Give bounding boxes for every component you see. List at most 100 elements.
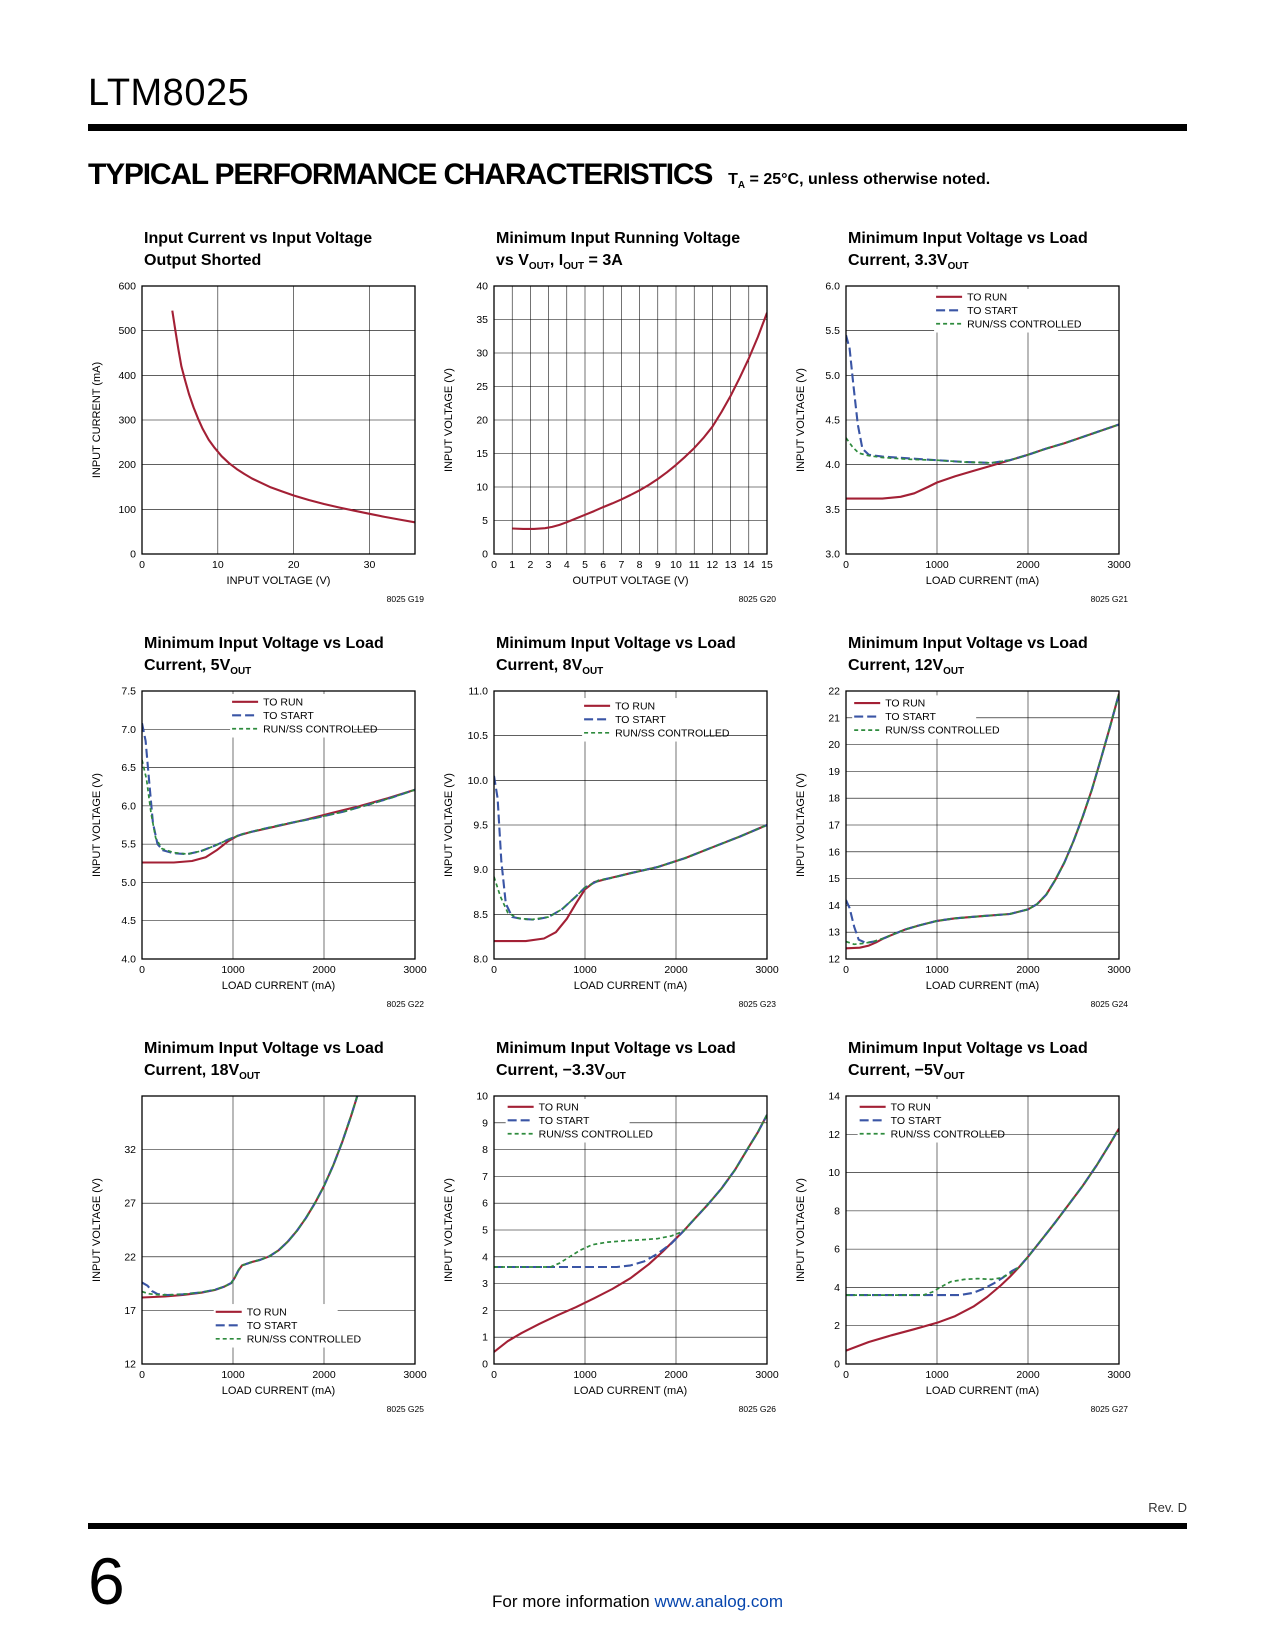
chart-plot: 0 1000 2000 3000 8.0 8.5 9.0 9.5 10.0 10.5 11.0 LOA… [443,686,779,1010]
y-tick-label: 1 [482,1332,488,1344]
y-tick-label: 8.5 [473,909,488,921]
series-group [846,334,1119,500]
y-tick-label: 6.0 [825,281,840,293]
x-tick-label: 1000 [573,964,597,976]
y-axis-label: INPUT VOLTAGE (V) [91,773,103,877]
y-tick-label: 8 [482,1144,488,1156]
x-axis-label: LOAD CURRENT (mA) [926,1385,1039,1397]
plot-border [493,690,768,960]
y-tick-label: 17 [828,820,840,832]
x-tick-label: 2000 [664,1369,688,1381]
plot-border [845,690,1120,960]
x-tick-label: 0 [843,559,849,571]
y-tick-label: 5.5 [121,839,136,851]
legend-label: RUN/SS CONTROLLED [539,1128,654,1140]
part-number: LTM8025 [88,72,250,114]
x-tick-label: 7 [618,559,624,571]
x-tick-label: 3000 [755,1369,779,1381]
y-tick-label: 5.0 [825,370,840,382]
y-tick-label: 7.5 [121,686,136,698]
footer-link[interactable]: www.analog.com [654,1592,783,1611]
graph-id: 8025 G24 [1091,999,1129,1009]
y-tick-label: 3 [482,1278,488,1290]
series-group [142,722,415,864]
chart-min-input-voltage-3v3out: Minimum Input Voltage vs Load Current, 3.… [792,228,1144,606]
y-tick-label: 8.0 [473,954,488,966]
y-axis-label: INPUT VOLTAGE (V) [795,368,807,472]
y-tick-label: 9.5 [473,820,488,832]
series-run [512,312,767,530]
x-tick-label: 14 [743,559,755,571]
x-tick-label: 1 [509,559,515,571]
footer-rule [88,1523,1187,1529]
series-runss [142,1096,359,1296]
x-tick-label: 0 [139,1369,145,1381]
x-tick-label: 3000 [403,1369,427,1381]
series-group [171,310,415,524]
plot-border [845,1095,1120,1365]
y-tick-label: 8 [834,1205,840,1217]
x-tick-label: 12 [707,559,719,571]
y-tick-label: 500 [118,325,136,337]
legend-label: TO RUN [263,696,303,708]
x-tick-label: 1000 [221,1369,245,1381]
chart-plot: 0 1000 2000 3000 3.0 3.5 4.0 4.5 5.0 5.5 6.0 LOAD C… [795,281,1131,605]
graph-id: 8025 G21 [1091,594,1129,604]
y-tick-label: 12 [828,1129,840,1141]
footer-info: For more information www.analog.com [0,1592,1275,1612]
series-run [846,1127,1119,1352]
graph-id: 8025 G25 [387,1404,425,1414]
y-tick-label: 6 [482,1198,488,1210]
chart-min-input-voltage-8vout: Minimum Input Voltage vs Load Current, 8V… [440,633,792,1011]
series-group [846,693,1119,950]
x-axis-label: INPUT VOLTAGE (V) [227,575,331,587]
y-tick-label: 17 [124,1305,136,1317]
y-tick-label: 22 [124,1251,136,1263]
revision-label: Rev. D [1148,1500,1187,1515]
y-tick-label: 14 [828,900,840,912]
x-tick-label: 5 [582,559,588,571]
y-axis-label: INPUT VOLTAGE (V) [91,1178,103,1282]
x-tick-label: 8 [637,559,643,571]
chart-plot: 0 1 2 3 4 5 6 7 8 9 10 11 12 13 14 150510152025303540OU… [443,281,776,605]
y-tick-label: 15 [828,873,840,885]
x-axis-label: LOAD CURRENT (mA) [574,1385,687,1397]
y-tick-label: 15 [476,448,488,460]
x-tick-label: 0 [843,964,849,976]
series-runss [846,423,1119,464]
y-tick-label: 5.5 [825,325,840,337]
y-axis-label: INPUT CURRENT (mA) [91,362,103,478]
chart-plot: 0 1000 2000 3000 4.0 4.5 5.0 5.5 6.0 6.5 7.0 7.5 LOA… [91,686,427,1010]
y-tick-label: 30 [476,348,488,360]
x-tick-label: 1000 [221,964,245,976]
y-tick-label: 25 [476,381,488,393]
y-axis-label: INPUT VOLTAGE (V) [795,773,807,877]
x-tick-label: 13 [725,559,737,571]
x-axis-label: LOAD CURRENT (mA) [222,1385,335,1397]
chart-plot: 0 1000 2000 3000 0 2 4 6 8 10 12 14 LOAD CURRENT (mA… [795,1091,1131,1415]
y-tick-label: 0 [482,549,488,561]
series-runss [142,759,415,855]
charts-grid: Input Current vs Input Voltage Output Sho… [88,228,1144,1416]
y-axis-label: INPUT VOLTAGE (V) [443,1178,455,1282]
series-run [494,1114,767,1353]
x-tick-label: 10 [212,559,224,571]
y-tick-label: 2 [482,1305,488,1317]
chart-title: Minimum Input Running Voltage vs VOUT, IO… [496,230,741,272]
x-tick-label: 3000 [1107,1369,1131,1381]
chart-input-current-vs-input-voltage: Input Current vs Input Voltage Output Sho… [88,228,440,606]
y-tick-label: 6.0 [121,800,136,812]
page-number: 6 [88,1544,125,1618]
chart-min-input-voltage-12vout: Minimum Input Voltage vs Load Current, 12… [792,633,1144,1011]
x-tick-label: 3000 [1107,964,1131,976]
legend-label: TO RUN [885,698,925,710]
y-tick-label: 21 [828,712,840,724]
x-axis-label: LOAD CURRENT (mA) [926,980,1039,992]
y-tick-label: 2 [834,1320,840,1332]
y-tick-label: 400 [118,370,136,382]
x-axis-label: LOAD CURRENT (mA) [574,980,687,992]
legend-label: TO RUN [247,1306,287,1318]
series-runss [494,1114,767,1268]
y-tick-label: 10 [476,482,488,494]
x-tick-label: 15 [761,559,773,571]
